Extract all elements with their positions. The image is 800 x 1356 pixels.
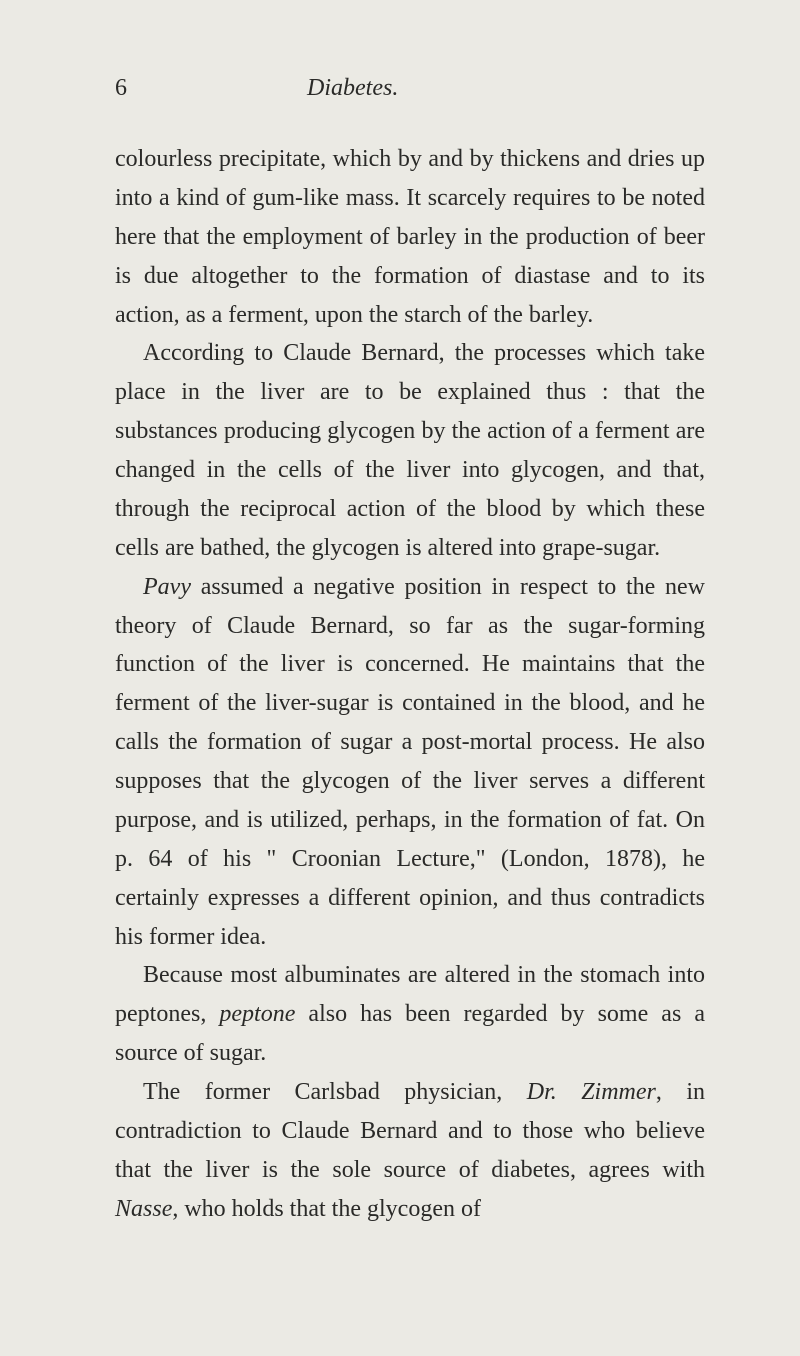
paragraph-2: According to Claude Bernard, the process…	[115, 334, 705, 567]
page-header: 6 Diabetes.	[115, 75, 705, 102]
page-container: 6 Diabetes. colourless precipitate, whic…	[0, 0, 800, 1356]
paragraph-5: The former Carlsbad physician, Dr. Zimme…	[115, 1073, 705, 1229]
para5-t3: , who holds that the glycogen of	[172, 1196, 481, 1222]
italic-pavy: Pavy	[143, 574, 191, 600]
paragraph-4: Because most albuminates are altered in …	[115, 956, 705, 1073]
italic-peptone: peptone	[219, 1001, 295, 1027]
italic-zimmer: Dr. Zimmer	[527, 1079, 656, 1105]
paragraph-1: colourless precipitate, which by and by …	[115, 140, 705, 334]
paragraph-3: Pavy assumed a negative position in resp…	[115, 568, 705, 957]
body-text: colourless precipitate, which by and by …	[115, 140, 705, 1229]
page-title: Diabetes.	[307, 75, 398, 102]
para3-text: assumed a negative position in respect t…	[115, 574, 705, 950]
para5-t1: The former Carlsbad physician,	[143, 1079, 527, 1105]
italic-nasse: Nasse	[115, 1196, 172, 1222]
page-number: 6	[115, 75, 127, 102]
